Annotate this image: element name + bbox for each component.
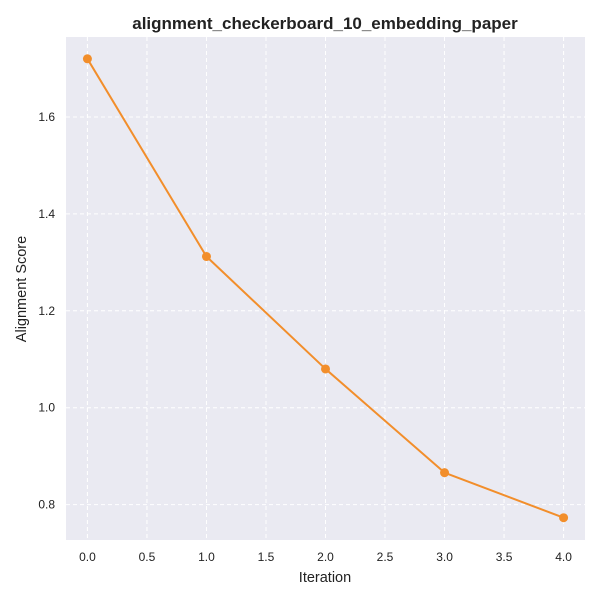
x-tick-label: 1.0 xyxy=(198,550,215,564)
plot-area xyxy=(66,37,585,540)
data-point xyxy=(440,468,450,478)
data-point xyxy=(559,513,569,523)
data-point xyxy=(201,252,211,262)
y-tick-label: 1.6 xyxy=(38,110,55,124)
grid xyxy=(66,37,585,540)
y-tick-label: 0.8 xyxy=(38,498,55,512)
x-tick-label: 3.0 xyxy=(436,550,453,564)
x-tick-label: 0.0 xyxy=(79,550,96,564)
y-tick-label: 1.0 xyxy=(38,401,55,415)
y-tick-label: 1.2 xyxy=(38,304,55,318)
data-point xyxy=(82,54,92,64)
x-tick-label: 1.5 xyxy=(258,550,275,564)
x-tick-labels: 0.0 0.5 1.0 1.5 2.0 2.5 3.0 3.5 4.0 xyxy=(79,550,572,564)
x-tick-label: 0.5 xyxy=(139,550,156,564)
x-axis-label: Iteration xyxy=(299,570,351,586)
x-tick-label: 4.0 xyxy=(555,550,572,564)
y-tick-label: 1.4 xyxy=(38,207,55,221)
y-tick-labels: 0.8 1.0 1.2 1.4 1.6 xyxy=(38,110,55,512)
series-layer xyxy=(82,54,569,523)
chart-title: alignment_checkerboard_10_embedding_pape… xyxy=(132,14,518,33)
x-tick-label: 2.5 xyxy=(377,550,394,564)
x-tick-label: 2.0 xyxy=(317,550,334,564)
data-point xyxy=(321,364,330,374)
y-axis-label: Alignment Score xyxy=(14,236,30,342)
x-tick-label: 3.5 xyxy=(496,550,513,564)
